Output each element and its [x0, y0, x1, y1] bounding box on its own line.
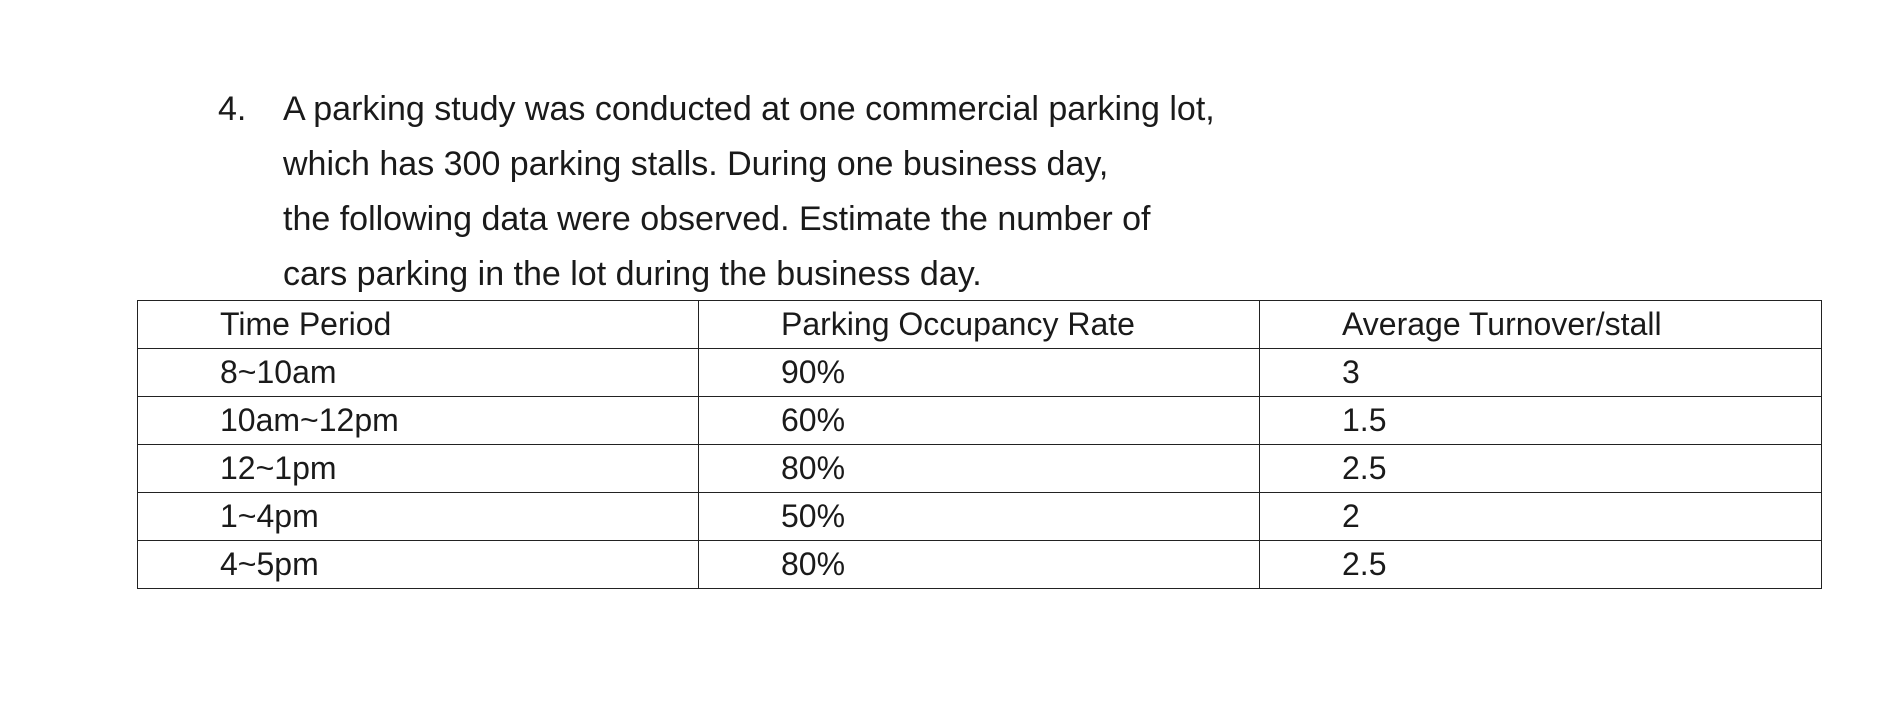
turnover-cell: 2.5	[1259, 444, 1822, 493]
turnover-cell: 2.5	[1259, 540, 1822, 589]
time-period-cell: 4~5pm	[137, 540, 699, 589]
turnover-cell: 3	[1259, 348, 1822, 397]
time-period-cell: 10am~12pm	[137, 396, 699, 445]
problem-text: A parking study was conducted at one com…	[283, 82, 1215, 302]
table-row: 4~5pm 80% 2.5	[137, 540, 1822, 589]
problem-number: 4.	[218, 90, 247, 128]
table-row: 12~1pm 80% 2.5	[137, 444, 1822, 493]
time-period-cell: 1~4pm	[137, 492, 699, 541]
problem-line: A parking study was conducted at one com…	[283, 90, 1215, 128]
problem-line: cars parking in the lot during the busin…	[283, 255, 982, 293]
occupancy-rate-cell: 80%	[698, 540, 1260, 589]
table-header-row: Time Period Parking Occupancy Rate Avera…	[137, 300, 1822, 349]
occupancy-rate-cell: 60%	[698, 396, 1260, 445]
header-average-turnover: Average Turnover/stall	[1259, 300, 1822, 349]
header-occupancy-rate: Parking Occupancy Rate	[698, 300, 1260, 349]
table-row: 8~10am 90% 3	[137, 348, 1822, 397]
header-time-period: Time Period	[137, 300, 699, 349]
occupancy-rate-cell: 80%	[698, 444, 1260, 493]
time-period-cell: 8~10am	[137, 348, 699, 397]
table-row: 1~4pm 50% 2	[137, 492, 1822, 541]
turnover-cell: 2	[1259, 492, 1822, 541]
problem-line: which has 300 parking stalls. During one…	[283, 145, 1109, 183]
problem-line: the following data were observed. Estima…	[283, 200, 1151, 238]
turnover-cell: 1.5	[1259, 396, 1822, 445]
parking-data-table: Time Period Parking Occupancy Rate Avera…	[137, 300, 1822, 589]
occupancy-rate-cell: 90%	[698, 348, 1260, 397]
occupancy-rate-cell: 50%	[698, 492, 1260, 541]
table-row: 10am~12pm 60% 1.5	[137, 396, 1822, 445]
time-period-cell: 12~1pm	[137, 444, 699, 493]
